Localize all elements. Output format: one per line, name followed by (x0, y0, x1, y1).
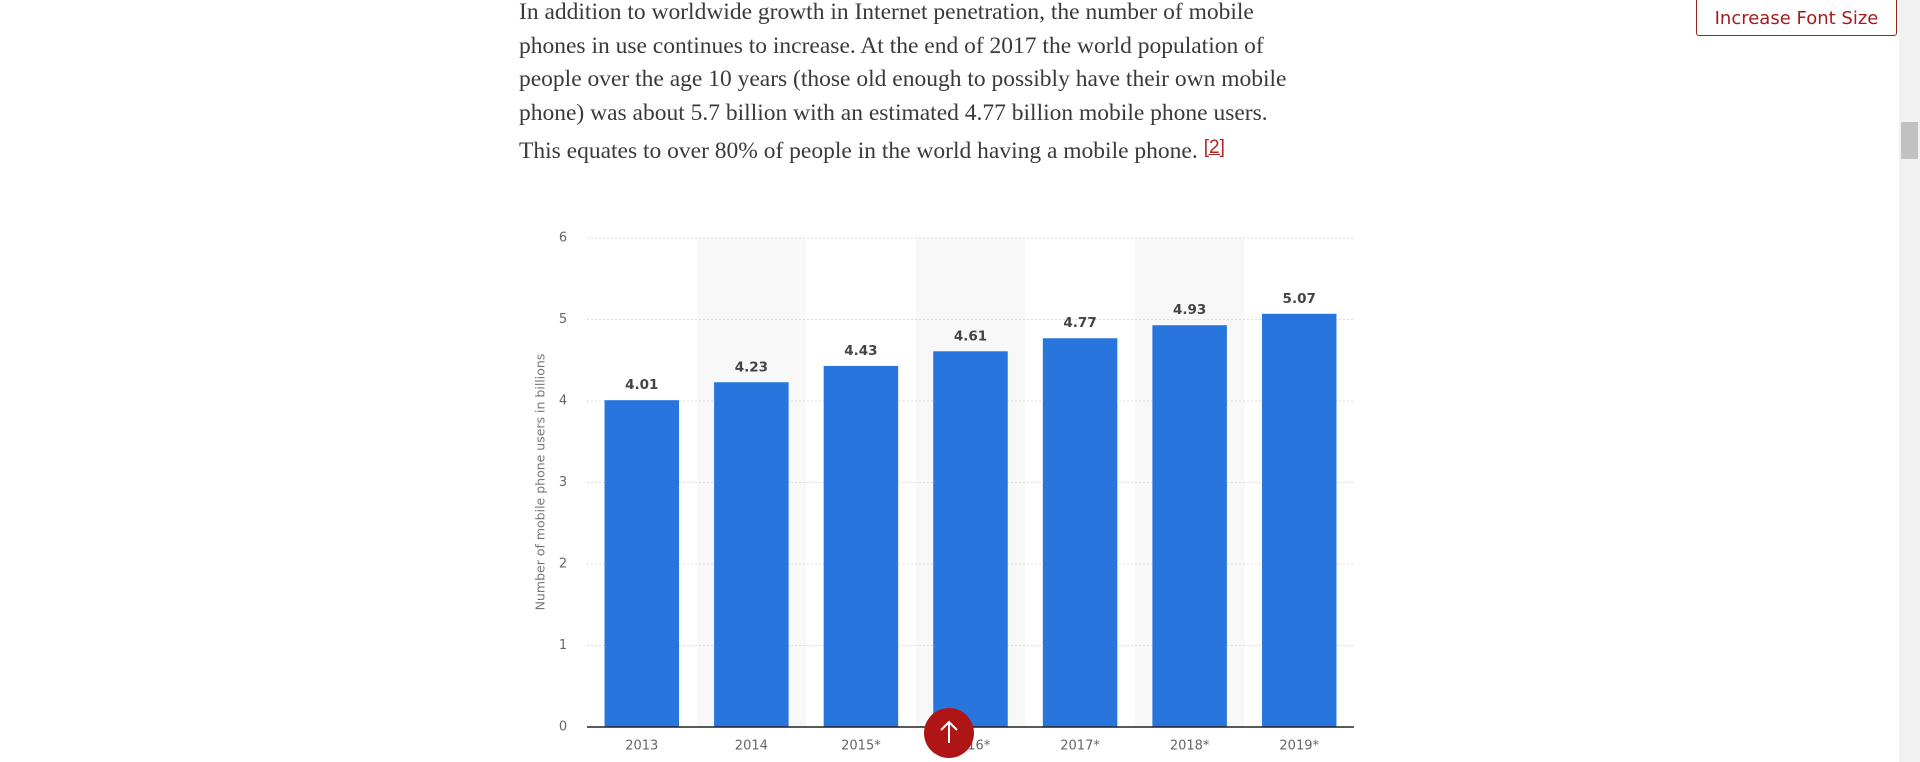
value-label: 4.93 (1173, 302, 1206, 318)
y-tick-label: 3 (559, 475, 567, 490)
y-axis-label: Number of mobile phone users in billions (533, 354, 548, 611)
scrollbar[interactable] (1899, 0, 1920, 762)
y-tick-label: 1 (559, 638, 567, 653)
bar (1152, 325, 1227, 727)
x-tick-label: 2015* (841, 739, 881, 754)
bar (933, 351, 1008, 727)
x-tick-label: 2014 (735, 739, 768, 754)
paragraph-line: phone) was about 5.7 billion with an est… (519, 100, 1268, 127)
x-tick-label: 2018* (1170, 739, 1210, 754)
increase-font-button[interactable]: Increase Font Size (1696, 0, 1897, 36)
value-label: 4.61 (954, 328, 987, 344)
bar (714, 382, 789, 727)
y-tick-label: 5 (559, 312, 567, 327)
paragraph-line: In addition to worldwide growth in Inter… (519, 0, 1254, 25)
bar (823, 365, 899, 727)
value-label: 4.23 (735, 359, 768, 375)
scroll-top-arrow (940, 720, 958, 743)
y-tick-label: 4 (559, 394, 567, 409)
value-label: 5.07 (1283, 291, 1316, 307)
x-tick-label: 2017* (1060, 739, 1100, 754)
citation-link[interactable]: [2] (1203, 136, 1225, 158)
scroll-thumb[interactable] (1901, 122, 1918, 159)
value-label: 4.43 (844, 343, 877, 359)
y-tick-label: 0 (559, 720, 567, 735)
paragraph-line: phones in use continues to increase. At … (519, 32, 1264, 59)
value-label: 4.01 (625, 377, 658, 393)
x-tick-label: 2019* (1279, 739, 1319, 754)
x-tick-label: 2013 (625, 739, 658, 754)
bar (1261, 313, 1337, 727)
bar (1042, 338, 1118, 727)
scroll-top-button[interactable] (924, 708, 974, 758)
paragraph-line: This equates to over 80% of people in th… (519, 136, 1225, 164)
bar (604, 400, 680, 727)
y-tick-label: 6 (559, 231, 567, 246)
article-paragraph: In addition to worldwide growth in Inter… (519, 0, 1286, 169)
value-label: 4.77 (1063, 315, 1096, 331)
paragraph-line: people over the age 10 years (those old … (519, 66, 1287, 93)
y-tick-label: 2 (559, 557, 567, 572)
